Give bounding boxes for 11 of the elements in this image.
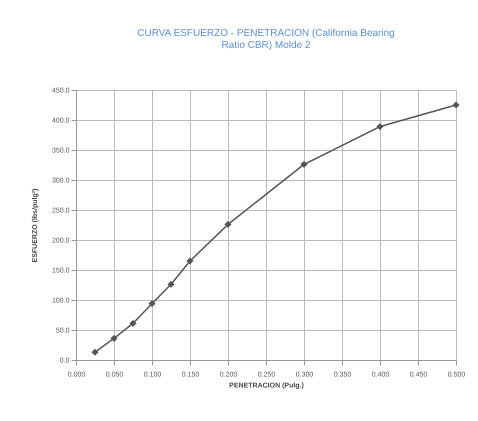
point (376, 123, 384, 130)
point (110, 334, 118, 342)
point (300, 160, 308, 168)
point (186, 257, 194, 265)
point (167, 280, 175, 288)
point (148, 300, 156, 308)
point (91, 348, 99, 356)
point (452, 101, 460, 109)
chart-title: CURVA ESFUERZO - PENETRACION (California Bearing Ratio CBR) Molde 2 (137, 28, 395, 51)
point (224, 220, 232, 228)
point (129, 320, 137, 327)
